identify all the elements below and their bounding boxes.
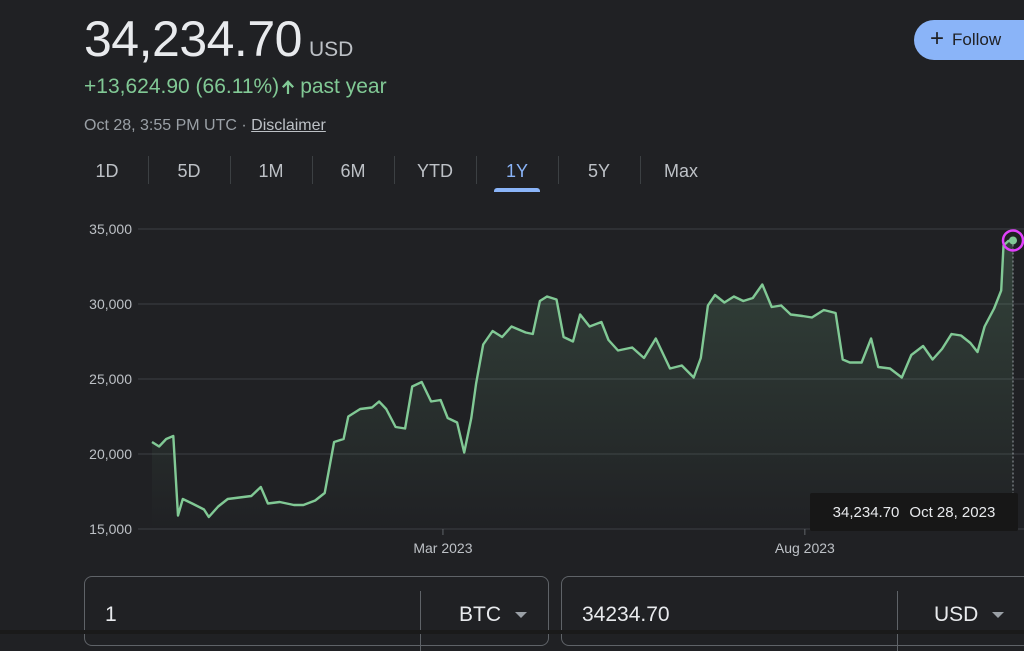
change-value: +13,624.90 (66.11%) xyxy=(84,75,280,98)
tab-6m[interactable]: 6M xyxy=(312,150,394,192)
converter-usd: 34234.70 USD xyxy=(561,576,1024,651)
tooltip-value: 34,234.70 xyxy=(832,503,900,521)
price-value: 34,234.70 xyxy=(84,11,302,67)
btc-amount-input[interactable]: 1 xyxy=(105,603,117,626)
range-tabs: 1D 5D 1M 6M YTD 1Y 5Y Max xyxy=(66,150,722,192)
x-tick-label: Aug 2023 xyxy=(775,540,835,556)
current-point xyxy=(1009,236,1017,245)
plus-icon: + xyxy=(930,25,945,52)
follow-label: Follow xyxy=(952,30,1002,49)
timestamp: Oct 28, 3:55 PM UTC · xyxy=(84,117,252,134)
btc-unit-label: BTC xyxy=(459,603,501,626)
disclaimer-link[interactable]: Disclaimer xyxy=(251,117,326,134)
chevron-down-icon xyxy=(992,612,1005,618)
change-period: past year xyxy=(300,75,387,98)
price-change: +13,624.90 (66.11%) past year xyxy=(84,75,387,99)
tooltip-date: Oct 28, 2023 xyxy=(909,503,996,521)
price-line xyxy=(151,239,1014,519)
tab-1m[interactable]: 1M xyxy=(230,150,312,192)
timestamp-line: Oct 28, 3:55 PM UTC · Disclaimer xyxy=(84,117,326,135)
chevron-down-icon xyxy=(515,612,527,618)
divider xyxy=(897,591,898,651)
tab-5y[interactable]: 5Y xyxy=(558,150,640,192)
price-currency: USD xyxy=(308,38,354,61)
y-tick-label: 25,000 xyxy=(89,371,132,387)
usd-unit-label: USD xyxy=(934,603,979,626)
y-tick-label: 15,000 xyxy=(89,521,132,537)
arrow-up-icon xyxy=(281,79,295,95)
price-chart[interactable]: 15,000 20,000 25,000 30,000 35,000 Mar 2023 A… xyxy=(0,205,1024,570)
tab-5d[interactable]: 5D xyxy=(148,150,230,192)
converter-btc: 1 BTC xyxy=(84,576,549,651)
y-tick-label: 20,000 xyxy=(89,446,132,462)
y-tick-label: 35,000 xyxy=(89,221,132,237)
usd-unit-select[interactable]: USD xyxy=(934,603,1005,627)
tab-max[interactable]: Max xyxy=(640,150,722,192)
tab-1y[interactable]: 1Y xyxy=(476,150,558,192)
tab-1d[interactable]: 1D xyxy=(95,160,119,181)
btc-unit-select[interactable]: BTC xyxy=(459,603,527,627)
usd-amount-input[interactable]: 34234.70 xyxy=(582,603,670,626)
highlight-marker xyxy=(1001,229,1024,252)
price-header: 34,234.70 USD xyxy=(84,10,353,68)
chart-tooltip: 34,234.70 Oct 28, 2023 xyxy=(810,493,1018,531)
x-tick-label: Mar 2023 xyxy=(413,540,472,556)
bottom-bar xyxy=(0,630,1024,634)
y-tick-label: 30,000 xyxy=(89,296,132,312)
tab-ytd[interactable]: YTD xyxy=(394,150,476,192)
divider xyxy=(420,591,421,651)
follow-button[interactable]: + Follow xyxy=(914,20,1024,60)
price-area xyxy=(152,240,1013,529)
